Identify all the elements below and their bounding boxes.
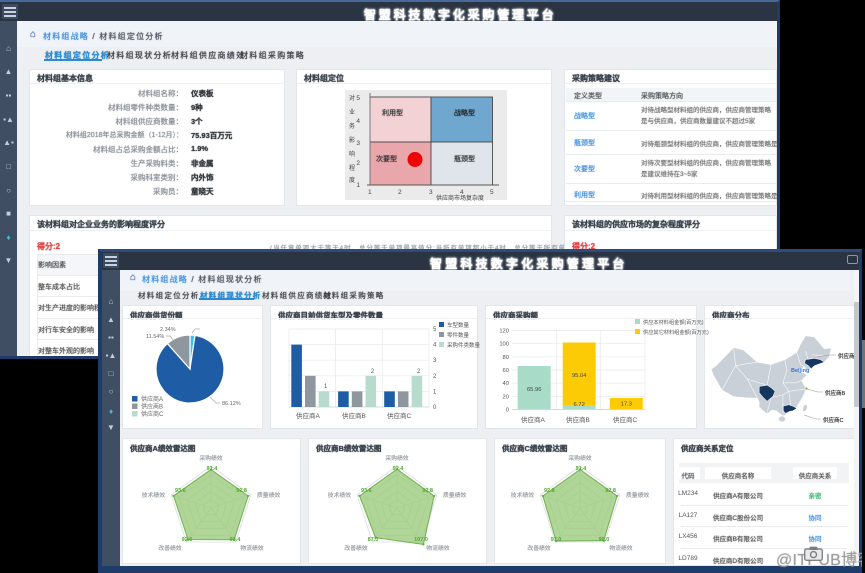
svg-text:度: 度 [349,176,355,184]
svg-text:技术绩效: 技术绩效 [328,491,351,499]
svg-text:采购绩效: 采购绩效 [385,454,408,462]
svg-text:Beijing: Beijing [791,368,809,374]
svg-text:1: 1 [368,189,372,196]
svg-text:91.4: 91.4 [576,466,588,472]
svg-text:4: 4 [433,343,437,349]
svg-text:供应商C: 供应商C [141,410,164,418]
svg-text:改善绩效: 改善绩效 [158,544,181,552]
svg-text:供应商C: 供应商C [823,416,844,424]
svg-text:92.4: 92.4 [393,466,405,472]
svg-text:11.54%: 11.54% [146,334,164,340]
svg-text:影: 影 [349,136,355,144]
svg-text:2: 2 [371,369,375,375]
svg-text:5: 5 [433,327,437,333]
svg-text:107.0: 107.0 [414,537,428,543]
svg-text:1: 1 [356,182,360,189]
svg-text:务: 务 [349,122,355,130]
svg-text:物流绩效: 物流绩效 [426,544,449,552]
svg-text:4: 4 [460,189,464,196]
svg-text:程: 程 [349,164,355,172]
svg-text:供应商B: 供应商B [342,411,366,420]
svg-text:采购绩效: 采购绩效 [568,454,591,462]
svg-text:40: 40 [503,381,509,387]
svg-text:80: 80 [503,355,509,361]
svg-text:供应商B: 供应商B [825,389,846,397]
svg-text:92.8: 92.8 [422,488,433,494]
svg-text:65.96: 65.96 [527,387,542,393]
svg-text:5: 5 [490,189,494,196]
svg-text:供应商A: 供应商A [141,395,163,403]
svg-text:17.3: 17.3 [621,402,632,408]
svg-text:4: 4 [356,118,360,125]
svg-text:质量绩效: 质量绩效 [443,491,466,499]
svg-text:供应商A: 供应商A [521,415,546,424]
svg-text:60: 60 [503,368,509,374]
svg-text:供应商B: 供应商B [141,403,163,411]
svg-text:92.8: 92.8 [544,488,555,494]
svg-text:采购件类数量: 采购件类数量 [447,341,481,349]
svg-text:2.34%: 2.34% [160,327,176,333]
svg-text:1: 1 [433,389,437,395]
svg-text:业: 业 [349,108,355,116]
svg-text:质量绩效: 质量绩效 [626,491,649,499]
svg-text:2: 2 [356,160,360,167]
svg-text:0: 0 [433,405,437,411]
svg-text:96.0: 96.0 [599,537,610,543]
svg-text:92.8: 92.8 [605,488,616,494]
svg-text:92.8: 92.8 [236,488,247,494]
svg-text:1: 1 [324,384,328,390]
svg-text:97.0: 97.0 [551,537,562,543]
svg-text:供应其它材料组金额(百万元): 供应其它材料组金额(百万元) [643,328,709,336]
svg-text:供应商B: 供应商B [566,415,590,424]
svg-text:100: 100 [499,342,509,348]
svg-text:3: 3 [429,189,433,196]
svg-text:120: 120 [499,329,509,335]
svg-text:93.6: 93.6 [361,488,372,494]
svg-text:供应本材料组金额(百万元): 供应本材料组金额(百万元) [643,318,704,326]
svg-text:瓶颈型: 瓶颈型 [454,154,475,163]
svg-text:改善绩效: 改善绩效 [344,544,367,552]
svg-text:车型数量: 车型数量 [447,321,470,329]
svg-text:2: 2 [417,369,421,375]
svg-text:响: 响 [349,150,355,158]
svg-text:战略型: 战略型 [454,108,475,117]
svg-text:供应商A: 供应商A [296,411,321,420]
svg-text:20: 20 [503,394,509,400]
svg-text:93.4: 93.4 [230,537,242,543]
svg-text:86.12%: 86.12% [222,401,241,407]
svg-text:质量绩效: 质量绩效 [257,491,280,499]
svg-text:采购绩效: 采购绩效 [199,454,222,462]
svg-text:利用型: 利用型 [382,108,403,117]
svg-text:6.72: 6.72 [574,402,585,408]
svg-text:93.6: 93.6 [175,488,186,494]
svg-text:对: 对 [349,94,355,102]
svg-text:2: 2 [433,374,437,380]
svg-text:改善绩效: 改善绩效 [527,544,550,552]
svg-text:92.6: 92.6 [182,537,193,543]
svg-text:次要型: 次要型 [376,154,397,163]
svg-text:2: 2 [398,189,402,196]
svg-text:91.4: 91.4 [207,466,219,472]
svg-text:技术绩效: 技术绩效 [511,491,534,499]
svg-text:5: 5 [356,95,360,102]
svg-text:87.0: 87.0 [368,537,379,543]
svg-text:物流绩效: 物流绩效 [240,544,263,552]
svg-text:3: 3 [356,140,360,147]
svg-text:物流绩效: 物流绩效 [609,544,632,552]
svg-text:供应商A: 供应商A [838,352,859,360]
svg-text:供应商C: 供应商C [387,411,412,420]
svg-text:零件数量: 零件数量 [447,331,470,339]
svg-text:95.04: 95.04 [572,373,587,379]
svg-text:供应商市场复杂度: 供应商市场复杂度 [436,194,484,202]
svg-text:3: 3 [433,358,437,364]
svg-text:0: 0 [506,407,509,413]
svg-text:供应商C: 供应商C [613,415,638,424]
svg-text:技术绩效: 技术绩效 [142,491,165,499]
